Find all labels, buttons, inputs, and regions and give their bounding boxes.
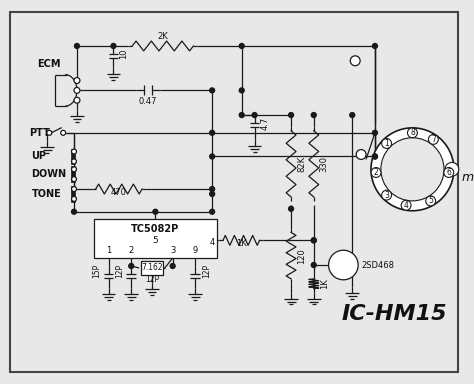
Text: 12P: 12P — [202, 264, 211, 278]
Text: 82K: 82K — [297, 156, 306, 172]
Text: 12P: 12P — [145, 275, 159, 284]
Text: UP: UP — [32, 151, 46, 162]
Circle shape — [382, 139, 392, 149]
Circle shape — [210, 192, 215, 197]
Circle shape — [444, 167, 454, 177]
Text: 15P: 15P — [92, 264, 101, 278]
Text: 2K: 2K — [157, 32, 168, 41]
Circle shape — [210, 130, 215, 135]
Bar — [71, 149, 75, 164]
Text: 1K: 1K — [236, 239, 246, 248]
Circle shape — [371, 167, 381, 177]
Circle shape — [428, 134, 438, 144]
Circle shape — [426, 196, 436, 206]
Circle shape — [373, 154, 377, 159]
Circle shape — [252, 113, 257, 118]
Circle shape — [74, 78, 80, 83]
Circle shape — [350, 56, 360, 66]
Circle shape — [72, 177, 76, 182]
Circle shape — [72, 187, 76, 192]
Circle shape — [239, 113, 244, 118]
Circle shape — [72, 197, 76, 201]
Circle shape — [239, 88, 244, 93]
Circle shape — [72, 167, 76, 172]
Circle shape — [373, 154, 377, 159]
Circle shape — [239, 43, 244, 48]
Text: m: m — [462, 171, 474, 184]
Circle shape — [170, 263, 175, 268]
Circle shape — [311, 238, 316, 243]
Text: 2SD468: 2SD468 — [361, 260, 394, 270]
Text: 7.162: 7.162 — [141, 263, 163, 273]
Circle shape — [72, 159, 76, 164]
Text: 8: 8 — [410, 128, 415, 137]
Text: 4: 4 — [210, 238, 215, 247]
Text: 9: 9 — [193, 246, 198, 255]
Text: 330: 330 — [319, 156, 328, 172]
Text: 1: 1 — [106, 246, 111, 255]
Circle shape — [74, 97, 80, 103]
Circle shape — [350, 113, 355, 118]
Text: ECM: ECM — [37, 59, 61, 69]
Circle shape — [111, 43, 116, 48]
Circle shape — [72, 209, 76, 214]
Circle shape — [129, 263, 134, 268]
Text: 3: 3 — [384, 190, 389, 200]
Circle shape — [311, 263, 316, 268]
Circle shape — [289, 113, 293, 118]
Circle shape — [210, 88, 215, 93]
Circle shape — [210, 154, 215, 159]
Circle shape — [210, 209, 215, 214]
Text: 5: 5 — [428, 197, 433, 205]
Circle shape — [210, 187, 215, 192]
Bar — [94, 218, 217, 258]
Bar — [71, 166, 75, 182]
Text: 4.7: 4.7 — [261, 116, 270, 129]
Circle shape — [408, 128, 418, 138]
Text: IC-HM15: IC-HM15 — [342, 305, 447, 324]
Circle shape — [356, 150, 366, 159]
Text: 12P: 12P — [115, 264, 124, 278]
Circle shape — [371, 128, 454, 211]
Text: 0.47: 0.47 — [139, 97, 157, 106]
Circle shape — [153, 209, 158, 214]
Circle shape — [72, 149, 76, 154]
Text: 7: 7 — [431, 135, 436, 144]
Text: 1K: 1K — [319, 278, 328, 289]
Circle shape — [311, 238, 316, 243]
Bar — [71, 186, 75, 202]
Text: 120: 120 — [297, 248, 306, 263]
Circle shape — [401, 200, 411, 210]
Text: 470: 470 — [111, 188, 127, 197]
Text: 10: 10 — [119, 49, 128, 59]
Circle shape — [311, 113, 316, 118]
Text: TONE: TONE — [32, 189, 61, 199]
Text: 2: 2 — [374, 168, 378, 177]
Circle shape — [373, 130, 377, 135]
Circle shape — [381, 138, 444, 201]
Text: 4: 4 — [404, 201, 409, 210]
Circle shape — [382, 190, 392, 200]
Text: 3: 3 — [170, 246, 175, 255]
Circle shape — [47, 130, 52, 135]
Circle shape — [61, 130, 65, 135]
Circle shape — [328, 250, 358, 280]
Text: 6: 6 — [447, 168, 451, 177]
Text: 2: 2 — [128, 246, 134, 255]
Text: DOWN: DOWN — [32, 169, 67, 179]
Bar — [141, 261, 163, 275]
Circle shape — [74, 88, 80, 93]
Text: 1: 1 — [384, 139, 389, 148]
Text: PTT: PTT — [29, 128, 50, 138]
Circle shape — [373, 43, 377, 48]
Text: TC5082P: TC5082P — [131, 223, 180, 233]
Circle shape — [74, 43, 80, 48]
Circle shape — [445, 162, 459, 176]
Circle shape — [289, 206, 293, 211]
Text: 5: 5 — [153, 236, 158, 245]
